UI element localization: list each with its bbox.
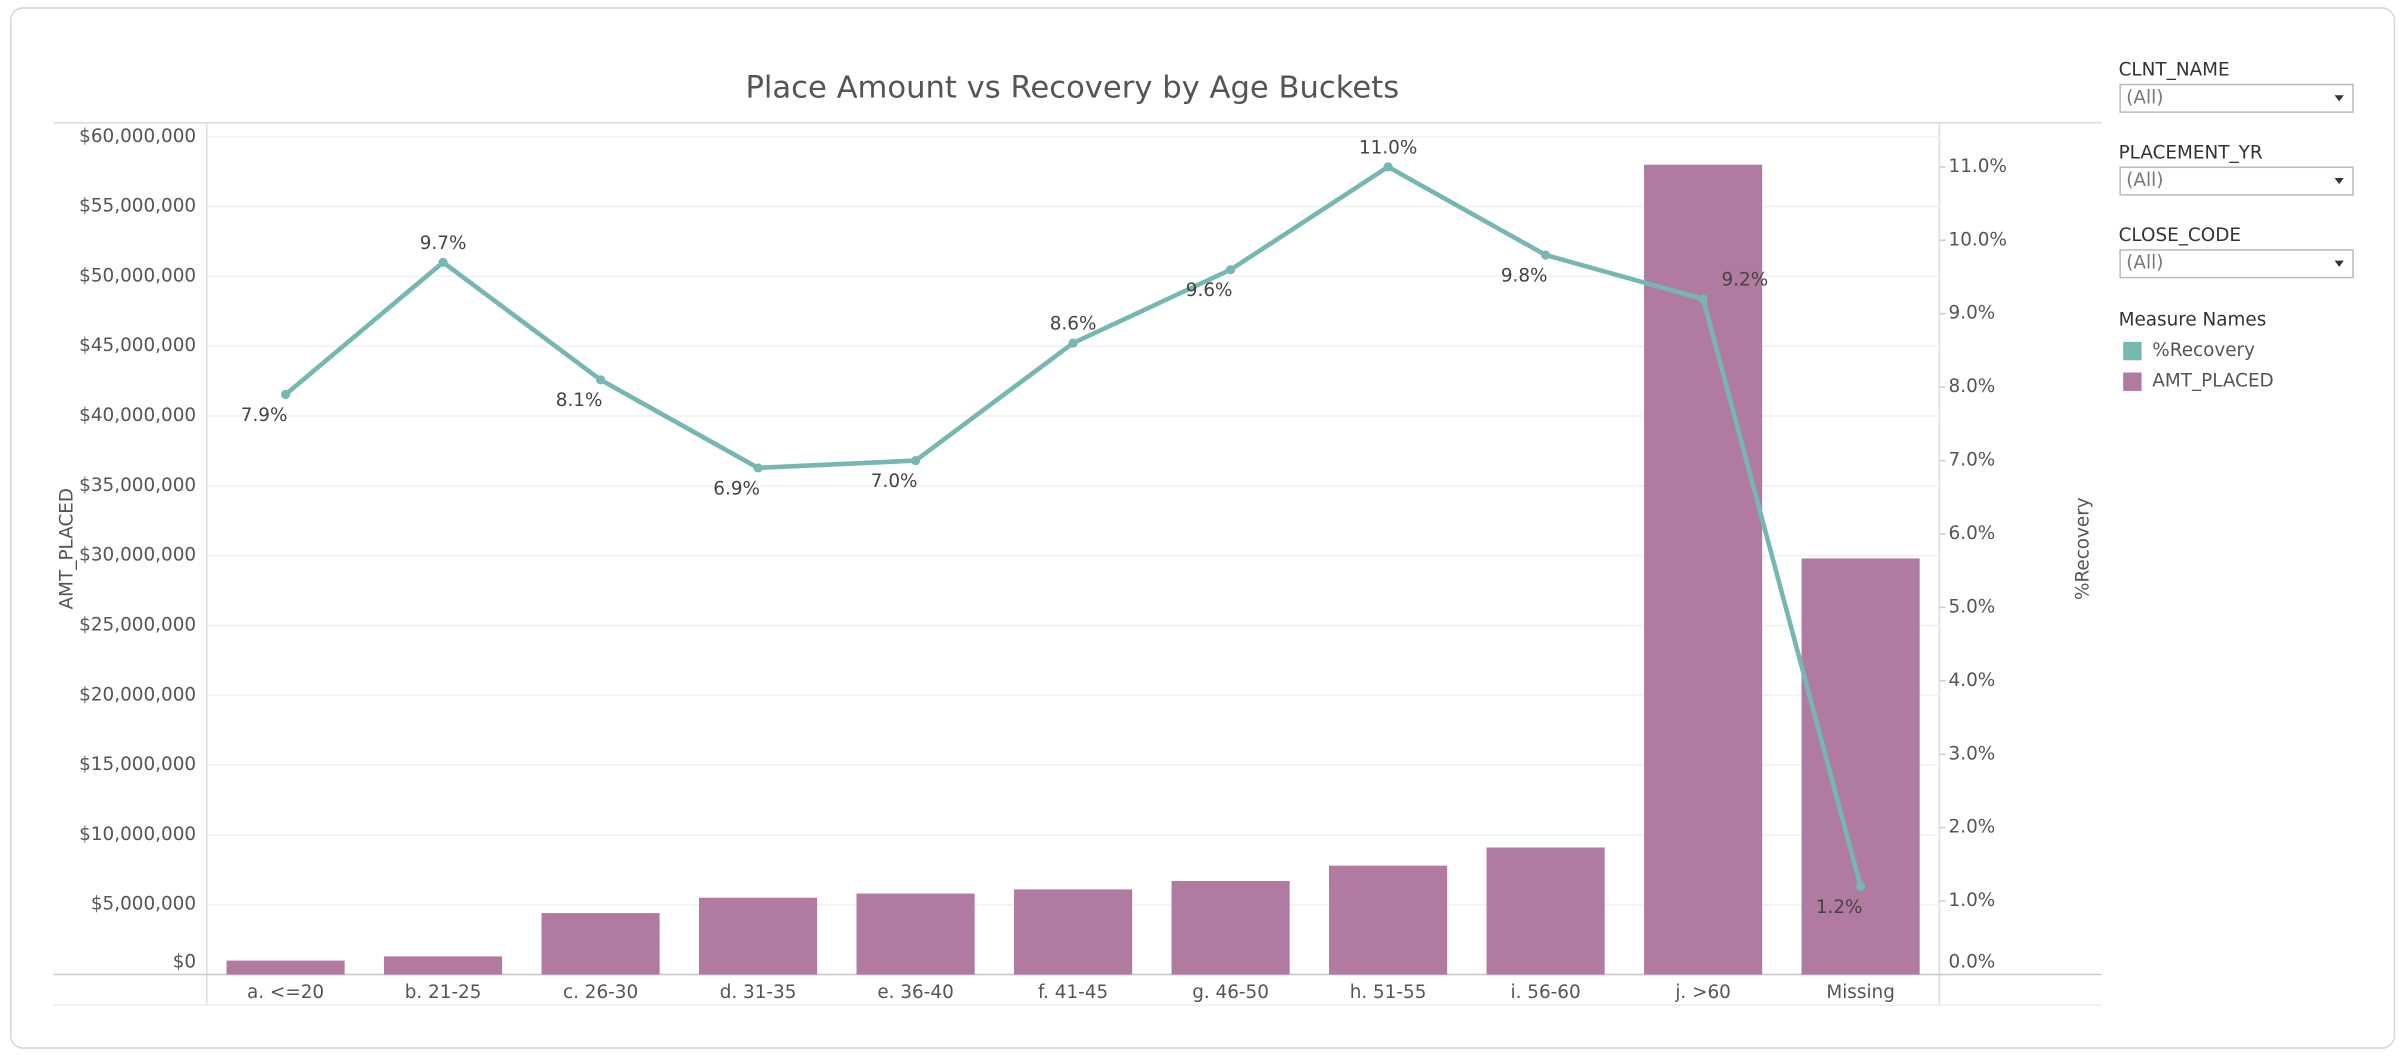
point [910,455,921,466]
y2-tick-label: 3.0% [1949,743,1996,764]
bar [699,897,818,975]
point [1541,250,1551,260]
data-label: 11.0% [1359,137,1417,158]
legend-swatch [2123,341,2142,361]
filter-dropdown[interactable] [2119,249,2354,279]
data-label: 1.2% [1816,897,1863,918]
filter-value: (All) [2126,87,2163,108]
y2-tick-label: 8.0% [1949,376,1996,397]
bar [856,893,975,975]
y2-tick-label: 6.0% [1949,523,1996,544]
data-label: 9.8% [1501,265,1548,286]
y-tick-label: $60,000,000 [79,126,196,147]
y-tick-label: $55,000,000 [79,196,196,217]
bar [1329,865,1448,975]
data-label: 7.0% [871,471,918,492]
x-tick-label: c. 26-30 [563,982,638,1003]
filter-value: (All) [2126,170,2163,191]
y2-tick-label: 4.0% [1949,670,1996,691]
y-tick-label: $30,000,000 [79,545,196,566]
y2-tick-label: 2.0% [1949,817,1996,838]
y-tick-label: $15,000,000 [79,754,196,775]
filter-label: CLNT_NAME [2119,60,2230,81]
dropdown-arrow [2334,177,2344,185]
point [1856,881,1866,892]
y-tick-label: $35,000,000 [79,475,196,496]
x-tick-label: d. 31-35 [720,982,797,1003]
y-axis-label: AMT_PLACED [56,488,77,609]
bar [1014,889,1133,975]
filter-label: PLACEMENT_YR [2119,142,2263,163]
bar [1171,880,1290,975]
y2-axis-label: %Recovery [2072,497,2093,600]
legend-label: %Recovery [2152,340,2255,361]
bar [226,960,345,975]
y-tick-label: $10,000,000 [79,824,196,845]
y2-tick-label: 0.0% [1949,951,1996,972]
y-tick-label: $25,000,000 [79,614,196,635]
data-label: 6.9% [713,478,760,499]
chart-title: Place Amount vs Recovery by Age Buckets [745,71,1399,106]
y2-tick-label: 10.0% [1949,229,2007,250]
point [595,375,606,385]
x-tick-label: i. 56-60 [1511,982,1581,1003]
legend-title: Measure Names [2119,309,2267,330]
x-tick-label: a. <=20 [247,982,324,1003]
data-label: 9.7% [420,233,467,254]
dropdown-arrow [2334,95,2344,102]
point [1225,265,1236,275]
x-tick-label: h. 51-55 [1350,982,1427,1003]
point [438,257,448,267]
bar [1486,847,1605,975]
y2-tick-label: 5.0% [1949,596,1996,617]
x-tick-label: g. 46-50 [1192,982,1269,1003]
y-tick-label: $45,000,000 [79,335,196,356]
point [1068,338,1078,348]
y-tick-label: $5,000,000 [91,894,196,915]
bar [541,913,660,975]
y-tick-label: $20,000,000 [79,684,196,705]
data-label: 9.2% [1721,270,1768,291]
filter-dropdown[interactable] [2119,83,2354,113]
data-label: 8.6% [1050,314,1097,335]
filter-dropdown[interactable] [2119,166,2354,196]
y-tick-label: $50,000,000 [79,265,196,286]
point [1383,162,1393,172]
filter-value: (All) [2126,253,2163,274]
x-tick-label: e. 36-40 [877,982,953,1003]
data-label: 8.1% [556,390,603,411]
legend-label: AMT_PLACED [2152,371,2273,392]
point [280,389,291,400]
filter-label: CLOSE_CODE [2119,225,2241,246]
legend-swatch [2123,372,2142,391]
point [753,463,763,473]
x-tick-label: b. 21-25 [405,982,482,1003]
x-tick-label: f. 41-45 [1038,982,1108,1003]
y2-tick-label: 9.0% [1949,303,1996,324]
y-tick-label: $40,000,000 [79,405,196,426]
point [1698,294,1708,304]
data-label: 7.9% [241,405,288,426]
dropdown-arrow [2334,260,2344,267]
y2-tick-label: 7.0% [1949,450,1996,471]
y2-tick-label: 11.0% [1949,156,2007,177]
bar [1801,558,1920,975]
data-label: 9.6% [1186,280,1233,301]
y2-tick-label: 1.0% [1949,890,1996,911]
y-tick-label: $0 [173,951,196,972]
x-tick-label: Missing [1826,982,1895,1003]
bar [383,956,503,975]
x-tick-label: j. >60 [1674,982,1731,1003]
card [9,7,2396,1049]
